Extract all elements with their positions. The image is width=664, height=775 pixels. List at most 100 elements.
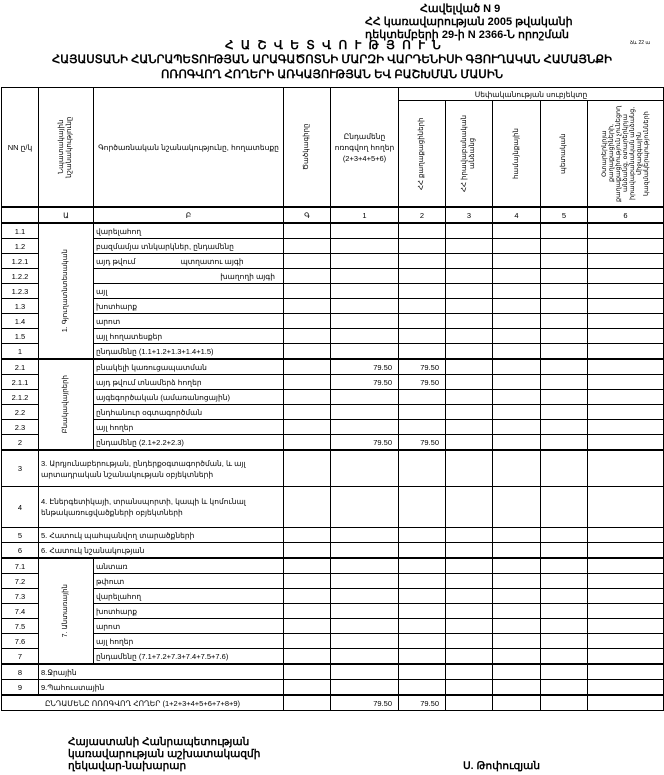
value-cell: [330, 633, 399, 649]
value-cell: [398, 542, 446, 559]
value-cell: [492, 374, 541, 390]
row-name: խոտհարք: [93, 298, 284, 314]
row-number: 4: [1, 486, 39, 528]
value-cell: [492, 389, 541, 405]
col-header-state: պետական: [560, 133, 567, 174]
row-name: անտառ: [93, 557, 284, 574]
value-cell: [330, 389, 399, 405]
row-name: թփուտ: [93, 573, 284, 589]
column-index: [1, 206, 39, 224]
column-index: 1: [330, 206, 399, 224]
row-name: ընդամենը (1.1+1.2+1.3+1.4+1.5): [93, 343, 284, 360]
footer-position-1: Հայաստանի Հանրապետության: [68, 736, 250, 748]
row-number: 3: [1, 449, 39, 487]
row-number: 2.1.2: [1, 389, 39, 405]
table-row: 7.6 այլ հողեր: [1, 633, 664, 649]
value-cell: [445, 588, 493, 604]
value-cell: [540, 633, 588, 649]
value-cell: [398, 222, 446, 239]
col-header-function: Գործառնական նշանակությունը, հողատեսքը: [93, 87, 284, 208]
row-number: 7.6: [1, 633, 39, 649]
code-cell: [283, 328, 331, 344]
value-cell: [492, 313, 541, 329]
code-cell: [283, 663, 331, 680]
value-cell: [586, 449, 664, 487]
value-cell: [540, 222, 588, 239]
value-cell: [492, 633, 541, 649]
code-cell: [283, 486, 331, 528]
row-number: 2.2: [1, 404, 39, 420]
code-cell: [283, 618, 331, 634]
value-cell: [398, 588, 446, 604]
value-cell: [492, 222, 541, 239]
value-cell: [445, 648, 493, 665]
value-cell: [492, 404, 541, 420]
value-cell: [398, 527, 446, 543]
col-header-purpose: Նպատակային նշանակությունը: [58, 116, 73, 178]
col-header-legal: ՀՀ իրավաբանական անձանց: [461, 114, 476, 193]
value-cell: [540, 449, 588, 487]
value-cell: [398, 603, 446, 619]
value-cell: [330, 663, 399, 680]
row-number: 1.1: [1, 222, 39, 239]
code-cell: [283, 449, 331, 487]
value-cell: [398, 313, 446, 329]
value-cell: [540, 268, 588, 284]
value-cell: [492, 527, 541, 543]
table-row: 1.4 արոտ: [1, 313, 664, 329]
code-cell: [283, 679, 331, 696]
row-name: այդ թվում տնամերձ հողեր: [93, 374, 284, 390]
row-name: այլ հողեր: [93, 633, 284, 649]
value-cell: [445, 449, 493, 487]
value-cell: [540, 298, 588, 314]
value-cell: [398, 663, 446, 680]
value-cell: [398, 389, 446, 405]
value-cell: [492, 694, 541, 711]
value-cell: [492, 358, 541, 375]
report-title: Հ Ա Շ Վ Ե Տ Վ Ո Ւ Թ Յ Ո Ւ Ն: [225, 38, 443, 52]
value-cell: [445, 663, 493, 680]
code-cell: [283, 283, 331, 299]
table-row: 4 4. Էներգետիկայի, տրանսպորտի, կապի և կոմ…: [1, 486, 664, 528]
value-cell: [540, 603, 588, 619]
code-cell: [283, 222, 331, 239]
table-row: 2.1.1 այդ թվում տնամերձ հողեր 79.50 79.50: [1, 374, 664, 390]
code-cell: [283, 374, 331, 390]
column-index: Գ: [283, 206, 331, 224]
value-cell: [398, 298, 446, 314]
table-row: 1.2.2 խաղողի այգի: [1, 268, 664, 284]
row-number: 1.3: [1, 298, 39, 314]
value-cell: [492, 253, 541, 269]
column-index: 6: [586, 206, 664, 224]
code-cell: [283, 588, 331, 604]
table-row: 5 5. Հատուկ պահպանվող տարածքների: [1, 527, 664, 543]
code-cell: [283, 557, 331, 574]
value-cell: [445, 222, 493, 239]
row-number: 1: [1, 343, 39, 360]
value-cell: [445, 527, 493, 543]
row-name: արոտ: [93, 618, 284, 634]
value-cell: [586, 588, 664, 604]
value-cell: [398, 283, 446, 299]
value-cell: [398, 328, 446, 344]
value-cell: [398, 679, 446, 696]
value-cell: [540, 328, 588, 344]
code-cell: [283, 238, 331, 254]
code-cell: [283, 404, 331, 420]
table-row: 1.2.1 այդ թվում պտղատու այգի: [1, 253, 664, 269]
value-cell: [330, 573, 399, 589]
col-header-foreign: Օտարերկրյա քաղաքացիների, քաղաքացիություն…: [601, 105, 650, 202]
value-cell: [445, 283, 493, 299]
row-number: 1.2.2: [1, 268, 39, 284]
table-row: 1.2 բազմամյա տնկարկներ, ընդամենը: [1, 238, 664, 254]
value-cell: [540, 694, 588, 711]
group-label: 7. Անտառային: [62, 584, 69, 638]
value-cell: [445, 374, 493, 390]
column-index: 2: [398, 206, 446, 224]
row-number: 9: [1, 679, 39, 696]
value-cell: [445, 238, 493, 254]
code-cell: [283, 313, 331, 329]
value-cell: [330, 222, 399, 239]
row-name: վարելահող: [93, 222, 284, 239]
